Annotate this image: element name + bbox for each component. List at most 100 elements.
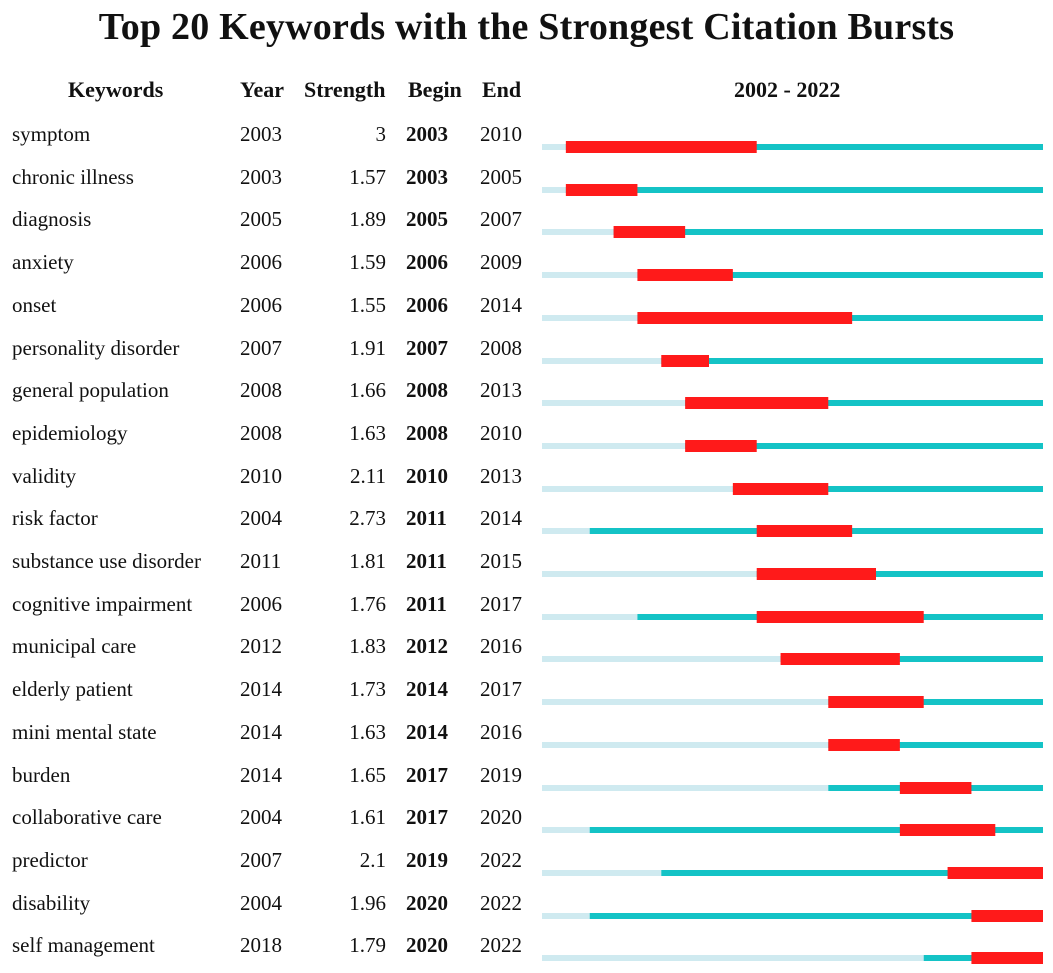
burst-timeline [542,268,1043,282]
burst-bar [971,909,1043,922]
timeline-active-segment [637,272,1043,279]
year-cell: 2004 [240,506,282,531]
timeline-svg [542,311,1043,324]
keyword-cell: symptom [12,122,91,146]
timeline-active-segment [565,186,1043,193]
table-row: disability 2004 1.96 2020 2022 [0,889,1053,931]
end-cell: 2022 [480,933,522,958]
timeline-svg [542,141,1043,153]
timeline-svg [542,909,1043,922]
burst-timeline [542,610,1043,624]
burst-bar [661,354,709,367]
strength-cell: 1.59 [349,250,386,275]
timeline-active-segment [756,571,1043,577]
year-cell: 2014 [240,762,282,787]
keyword-cell: general population [12,378,169,403]
table-row: burden 2014 1.65 2017 2019 [0,761,1053,803]
begin-cell: 2011 [406,506,447,531]
keyword-cell: risk factor [12,506,98,531]
begin-cell: 2017 [406,762,448,787]
keyword-cell: personality disorder [12,335,180,360]
burst-bar [828,696,924,709]
burst-bar [756,610,924,623]
strength-cell: 2.1 [359,847,386,872]
end-cell: 2022 [480,847,522,872]
timeline-active-segment [685,442,1043,449]
table-row: onset 2006 1.55 2006 2014 [0,291,1053,333]
year-cell: 2018 [240,933,282,958]
keyword-cell: cognitive impairment [12,591,193,616]
begin-cell: 2006 [406,292,448,317]
end-cell: 2019 [480,762,522,787]
burst-timeline [542,183,1043,197]
table-row: general population 2008 1.66 2008 2013 [0,376,1053,418]
keyword-cell: validity [12,463,77,488]
begin-cell: 2020 [406,890,448,915]
burst-timeline [542,140,1043,154]
strength-cell: 3 [375,122,387,146]
strength-cell: 1.73 [349,677,386,702]
end-cell: 2017 [480,677,522,702]
year-cell: 2003 [240,122,282,146]
timeline-inactive-segment [542,656,781,663]
burst-timeline [542,482,1043,496]
end-cell: 2007 [480,207,522,232]
strength-cell: 2.73 [349,506,386,531]
timeline-inactive-segment [542,827,590,834]
burst-bar [685,397,829,410]
begin-cell: 2003 [406,122,448,146]
keyword-cell: municipal care [12,634,137,659]
end-cell: 2013 [480,378,522,403]
keyword-cell: onset [12,292,57,317]
burst-timeline [542,439,1043,453]
end-cell: 2013 [480,463,522,488]
table-row: epidemiology 2008 1.63 2008 2010 [0,419,1053,461]
table-row: predictor 2007 2.1 2019 2022 [0,846,1053,888]
timeline-active-segment [589,827,1043,834]
keyword-cell: predictor [12,847,88,872]
begin-cell: 2003 [406,164,448,189]
timeline-inactive-segment [542,314,638,321]
table-row: personality disorder 2007 1.91 2007 2008 [0,334,1053,376]
timeline-inactive-segment [542,912,590,919]
keyword-cell: self management [12,933,155,958]
timeline-svg [542,183,1043,196]
begin-cell: 2007 [406,335,448,360]
timeline-inactive-segment [542,357,662,364]
timeline-inactive-segment [542,186,566,193]
year-cell: 2005 [240,207,282,232]
burst-bar [613,226,686,239]
header-timeline-range: 2002 - 2022 [734,77,841,102]
begin-cell: 2006 [406,250,448,275]
year-cell: 2006 [240,250,282,275]
burst-bar [780,653,900,666]
timeline-inactive-segment [542,485,733,492]
year-cell: 2010 [240,463,282,488]
burst-timeline [542,738,1043,752]
timeline-active-segment [828,741,1043,748]
timeline-inactive-segment [542,869,662,876]
timeline-svg [542,952,1043,965]
table-row: chronic illness 2003 1.57 2003 2005 [0,163,1053,205]
end-cell: 2014 [480,506,522,531]
end-cell: 2016 [480,634,522,659]
timeline-svg [542,269,1043,282]
begin-cell: 2017 [406,805,448,830]
keyword-cell: substance use disorder [12,549,201,573]
table-row: mini mental state 2014 1.63 2014 2016 [0,718,1053,760]
timeline-inactive-segment [542,741,829,748]
keyword-cell: diagnosis [12,207,92,232]
header-begin: Begin [408,77,462,102]
end-cell: 2010 [480,122,522,146]
strength-cell: 1.61 [349,805,386,830]
burst-bar [637,269,733,282]
burst-bar [565,183,638,196]
table-row: anxiety 2006 1.59 2006 2009 [0,248,1053,290]
begin-cell: 2020 [406,933,448,958]
burst-timeline [542,225,1043,239]
strength-cell: 1.81 [349,549,386,573]
begin-cell: 2014 [406,677,448,702]
keyword-cell: mini mental state [12,719,157,744]
strength-cell: 1.79 [349,933,386,958]
timeline-svg [542,866,1043,879]
